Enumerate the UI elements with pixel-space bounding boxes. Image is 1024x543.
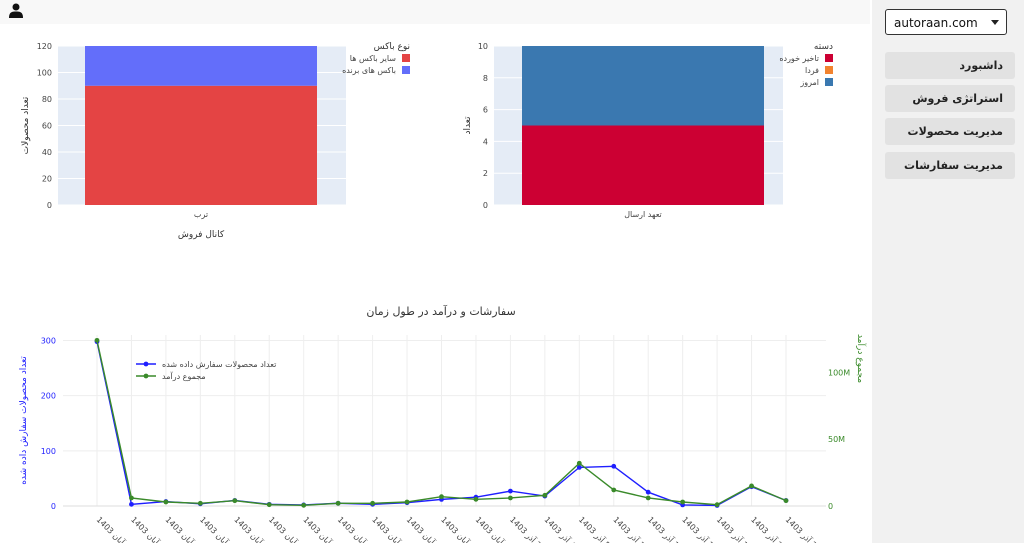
y-tick-label: 100 [37,69,52,78]
main-content: 0 20 40 60 80 100 120 ترب کانال فروش تعداد محصولا… [0,24,870,543]
x-tick-label: ترب [194,210,208,219]
y-tick-label: 20 [42,175,52,184]
data-point [335,500,341,506]
y-right-tick-label: 0 [828,502,833,511]
chevron-down-icon [991,20,999,25]
x-tick-label: تاریخ 21 آذر 1403 [784,514,836,543]
legend-label: باکس های برنده [342,66,396,75]
legend-title: دسته [814,42,833,52]
chart-products-by-channel: 0 20 40 60 80 100 120 ترب کانال فروش تعداد محصولا… [21,42,410,240]
data-point [576,464,582,470]
y-right-tick-label: 50M [828,435,845,444]
chart-title: سفارشات و درآمد در طول زمان [366,304,515,318]
y-right-axis-title: مجموع درآمد [855,334,867,383]
sidebar: autoraan.com داشبورد استراتژی فروش مدیری… [872,0,1024,543]
x-axis-title: کانال فروش [178,230,225,240]
data-point [163,499,169,505]
y-left-axis-title: تعداد محصولات سفارش داده شده [19,356,29,485]
y-tick-label: 2 [483,169,488,178]
data-point [439,494,444,500]
data-point [645,489,651,495]
site-select[interactable]: autoraan.com [885,9,1007,35]
legend-label: مجموع درآمد [162,371,206,381]
y-left-tick-label: 300 [41,337,56,346]
data-point [542,492,548,498]
legend-label: سایر باکس ها [350,54,396,63]
y-left-tick-label: 0 [51,502,56,511]
nav-orders-button[interactable]: مدیریت سفارشات [885,152,1015,179]
bar-segment [522,125,764,205]
y-tick-label: 0 [483,201,488,210]
data-point [404,499,410,505]
y-left-tick-label: 200 [41,392,56,401]
nav-dashboard-label: داشبورد [959,59,1003,72]
y-tick-label: 0 [47,201,52,210]
y-axis-title: تعداد محصولات [21,96,31,154]
y-axis-title: تعداد [463,116,473,135]
data-point [266,502,272,508]
legend-swatch [825,54,833,62]
data-point [576,460,582,466]
data-point [129,495,134,501]
data-point [611,463,617,469]
y-tick-label: 40 [42,148,52,157]
y-tick-label: 4 [483,137,488,146]
nav-sales-strategy-label: استراتژی فروش [912,92,1003,105]
chart-delivery-commitment: 0 2 4 6 8 10 تعهد ارسال تعداد دسته تاخیر خورده فرد… [463,42,833,219]
data-point [508,488,513,494]
legend-swatch [402,54,410,62]
data-point [301,502,307,508]
bar-segment [522,46,764,126]
nav-products-button[interactable]: مدیریت محصولات [885,118,1015,145]
y-tick-label: 60 [42,122,52,131]
legend-label: تاخیر خورده [779,54,819,63]
data-point [94,337,100,343]
y-right-tick-label: 100M [828,368,850,377]
data-point [508,495,513,501]
nav-dashboard-button[interactable]: داشبورد [885,52,1015,79]
y-tick-label: 80 [42,95,52,104]
data-point [714,502,720,508]
legend-label: فردا [805,66,819,75]
chart-orders-revenue-timeline: سفارشات و درآمد در طول زمان 0 100 200 300 0 50… [19,304,867,543]
site-select-value: autoraan.com [894,16,978,30]
data-point [680,499,686,505]
legend-label: امروز [799,78,819,87]
data-point [129,501,134,507]
legend-label: تعداد محصولات سفارش داده شده [162,360,276,369]
user-icon[interactable] [9,3,23,19]
legend-title: نوع باکس [374,42,410,52]
x-tick-label: تعهد ارسال [624,210,662,219]
y-left-tick-label: 100 [41,447,56,456]
y-tick-label: 8 [483,74,488,83]
nav-sales-strategy-button[interactable]: استراتژی فروش [885,85,1015,112]
data-point [370,500,375,506]
legend-marker [143,361,149,367]
y-tick-label: 120 [37,42,52,51]
nav-products-label: مدیریت محصولات [907,125,1003,138]
data-point [611,487,617,493]
nav-orders-label: مدیریت سفارشات [904,159,1003,172]
legend-swatch [402,66,410,74]
data-point [645,495,651,501]
data-point [197,500,203,506]
legend-marker [143,373,149,379]
legend-swatch [825,66,833,74]
bar-segment [85,46,317,86]
top-bar [0,0,870,24]
data-point [783,498,789,504]
legend-swatch [825,78,833,86]
y-tick-label: 6 [483,106,488,115]
data-point [232,498,238,504]
data-point [749,483,754,489]
bar-segment [85,85,317,205]
data-point [473,496,479,502]
y-tick-label: 10 [478,42,488,51]
